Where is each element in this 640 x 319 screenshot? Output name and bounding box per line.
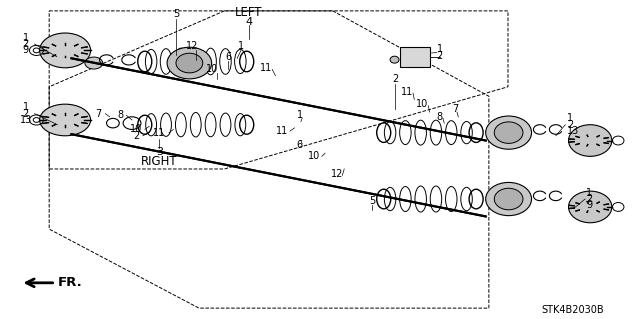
Text: 6: 6 [296, 140, 303, 150]
Bar [399, 47, 430, 67]
Ellipse shape [568, 125, 612, 156]
Text: 2: 2 [586, 194, 593, 204]
Text: RIGHT: RIGHT [141, 155, 178, 167]
Ellipse shape [486, 116, 532, 149]
Text: 3: 3 [156, 147, 163, 157]
Text: 2: 2 [133, 131, 140, 141]
Text: 2: 2 [22, 109, 29, 119]
Ellipse shape [568, 191, 612, 223]
Text: 11: 11 [260, 63, 272, 73]
Text: 10: 10 [131, 124, 143, 135]
Text: 1: 1 [238, 41, 244, 51]
Text: 1: 1 [296, 110, 303, 120]
Text: 12: 12 [186, 41, 198, 51]
Text: 8: 8 [118, 110, 124, 120]
Text: 8: 8 [436, 112, 443, 122]
Text: 5: 5 [173, 9, 179, 19]
Ellipse shape [40, 33, 91, 68]
Text: FR.: FR. [58, 276, 83, 289]
Ellipse shape [494, 122, 523, 143]
Ellipse shape [40, 104, 91, 136]
Text: STK4B2030B: STK4B2030B [541, 305, 604, 315]
Text: 11: 11 [154, 128, 166, 137]
Text: 2: 2 [392, 74, 398, 84]
Text: 10: 10 [205, 64, 218, 74]
Text: 7: 7 [95, 109, 101, 119]
Text: 13: 13 [567, 126, 579, 136]
Ellipse shape [176, 53, 203, 73]
Text: 1: 1 [567, 113, 573, 123]
Text: 12: 12 [331, 169, 344, 179]
Text: 1: 1 [586, 188, 593, 198]
Ellipse shape [85, 57, 102, 69]
Text: 5: 5 [369, 196, 376, 206]
Text: 9: 9 [586, 200, 593, 210]
Text: LEFT: LEFT [235, 6, 262, 19]
Text: 2: 2 [567, 120, 573, 130]
Text: 4: 4 [245, 17, 252, 27]
Text: 1: 1 [436, 44, 443, 55]
Text: 2: 2 [22, 39, 29, 49]
Text: 13: 13 [19, 115, 32, 125]
Ellipse shape [494, 188, 523, 210]
Text: 2: 2 [436, 51, 443, 61]
Text: 7: 7 [452, 104, 459, 114]
Text: 9: 9 [22, 45, 29, 56]
Ellipse shape [486, 182, 532, 216]
Text: 1: 1 [22, 102, 29, 112]
Text: 11: 11 [276, 126, 288, 136]
Text: 6: 6 [225, 52, 231, 62]
Ellipse shape [390, 56, 399, 63]
Text: 10: 10 [307, 151, 320, 161]
Text: 10: 10 [416, 99, 428, 109]
Text: 11: 11 [401, 86, 413, 97]
Text: 1: 1 [22, 33, 29, 43]
Ellipse shape [167, 47, 212, 79]
